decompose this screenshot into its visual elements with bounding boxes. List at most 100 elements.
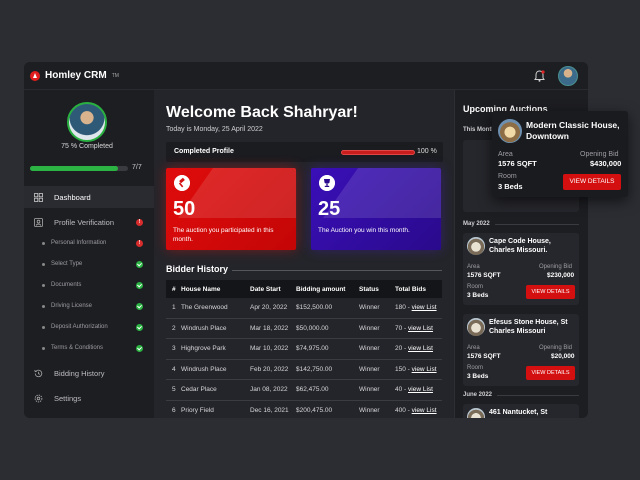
sidebar-item-profile-verification[interactable]: Profile Verification ! [24,211,154,233]
row-date: Jan 08, 2022 [250,386,288,393]
check-icon [136,282,143,289]
user-card-icon [34,217,43,227]
header-bidding-amount: Bidding amount [296,286,346,293]
subitem-label: Select Type [51,261,83,267]
view-details-button[interactable]: VIEW DETAILS [526,285,575,299]
sidebar-subitem-personal-information[interactable]: Personal Information ! [24,237,154,251]
opening-bid-value: $430,000 [590,159,622,168]
sidebar-subitem-deposit-authorization[interactable]: Deposit Authorization [24,321,154,335]
area-value: 1576 SQFT [498,159,537,168]
auction-card[interactable]: 461 Nantucket, St [463,404,579,418]
profile-completed-text: 75 % Completed [61,143,113,150]
view-list-link[interactable]: view List [408,345,433,352]
auction-card[interactable]: Cape Code House, Charles Missouri. Area … [463,233,579,305]
header-house-name: House Name [181,286,221,293]
table-row: 5 Cedar Place Jan 08, 2022 $62,475.00 Wi… [166,380,442,401]
view-details-button[interactable]: VIEW DETAILS [563,174,621,190]
row-total-bids: 70 - view List [395,325,433,332]
row-number: 3 [172,345,176,352]
opening-bid-value: $20,000 [551,353,575,360]
row-status: Winner [359,386,380,393]
area-label: Area [467,345,480,351]
auctions-participated-card[interactable]: 50 The auction you participated in this … [166,168,296,250]
row-bids-count: 40 - [395,386,409,393]
view-list-link[interactable]: view List [411,406,437,414]
opening-bid-label: Opening Bid [539,264,573,270]
auction-house-name: 461 Nantucket, St [489,409,548,416]
row-date: Dec 16, 2021 [250,406,289,414]
row-total-bids: 180 - view List [395,304,437,311]
completed-profile-label: Completed Profile [174,148,234,155]
header-total-bids: Total Bids [395,286,426,293]
gavel-icon [174,175,190,191]
alert-badge: ! [136,218,143,226]
user-avatar[interactable] [558,66,578,86]
row-bids-count: 150 - [395,365,412,373]
sidebar-item-label: Dashboard [54,192,91,202]
bell-icon[interactable] [534,70,545,82]
top-bar: Homley CRM TM [24,62,588,90]
auctions-participated-text: The auction you participated in this mon… [173,227,274,243]
today-date: Today is Monday, 25 April 2022 [166,126,263,133]
house-thumbnail [498,119,522,143]
room-label: Room [498,173,517,180]
subitem-label: Driving License [51,303,93,309]
auctions-participated-count: 50 [173,198,196,220]
bullet-icon [42,263,45,266]
row-date: Mar 18, 2022 [250,324,289,332]
sidebar-subitem-driving-license[interactable]: Driving License [24,300,154,314]
table-row: 2 Windrush Place Mar 18, 2022 $50,000.00… [166,319,442,339]
view-list-link[interactable]: view List [411,304,437,311]
logo[interactable]: Homley CRM TM [30,70,119,81]
auction-card[interactable]: Efesus Stone House, St Charles Missouri … [463,314,579,386]
auctions-won-text: The Auction you win this month. [318,227,410,234]
row-number: 5 [172,386,176,393]
page-title: Welcome Back Shahryar! [166,104,358,121]
opening-bid-label: Opening Bid [580,151,619,158]
row-house: Priory Field [181,406,214,414]
room-value: 3 Beds [467,373,489,380]
row-house: Cedar Place [181,386,217,393]
bidder-history-table: # House Name Date Start Bidding amount S… [166,280,442,418]
opening-bid-value: $230,000 [547,272,575,279]
row-total-bids: 20 - view List [395,345,433,352]
completed-profile-box: Completed Profile 100 % [166,142,443,162]
history-icon [34,369,43,377]
alert-badge: ! [136,240,143,247]
sidebar-subitem-terms-conditions[interactable]: Terms & Conditions [24,342,154,356]
row-total-bids: 40 - view List [395,386,433,393]
view-list-link[interactable]: view List [408,386,433,393]
row-date: Feb 20, 2022 [250,365,289,373]
check-icon [136,345,143,352]
table-row: 3 Highgrove Park Mar 10, 2022 $74,975.00… [166,339,442,360]
grid-icon [34,192,43,202]
sidebar-subitem-select-type[interactable]: Select Type [24,258,154,272]
room-value: 3 Beds [498,182,523,191]
sidebar: 75 % Completed 7/7 Dashboard Profile Ver… [24,90,154,418]
auctions-won-card[interactable]: 25 The Auction you win this month. [311,168,441,250]
sidebar-subitem-documents[interactable]: Documents [24,279,154,293]
row-status: Winner [359,324,380,332]
row-number: 1 [172,304,176,311]
auction-popup-card[interactable]: Modern Classic House, Downtown Area Open… [492,111,628,197]
view-list-link[interactable]: view List [411,365,437,373]
trophy-icon [319,175,335,191]
row-total-bids: 400 - view List [395,407,437,414]
view-details-button[interactable]: VIEW DETAILS [526,366,575,380]
row-status: Winner [359,365,380,373]
check-icon [136,303,143,310]
check-icon [136,261,143,268]
profile-progress-bar [30,166,128,171]
sidebar-item-settings[interactable]: Settings [24,387,154,409]
bullet-icon [42,305,45,308]
subitem-label: Deposit Authorization [51,324,108,330]
month-may-2022: May 2022 [463,221,490,227]
row-amount: $142,750.00 [296,365,333,373]
section-divider [497,395,579,396]
check-icon [136,324,143,331]
sidebar-item-bidding-history[interactable]: Bidding History [24,362,154,384]
sidebar-item-dashboard[interactable]: Dashboard [24,186,154,208]
header-date-start: Date Start [250,286,281,293]
view-list-link[interactable]: view List [408,324,433,332]
main-content: Welcome Back Shahryar! Today is Monday, … [154,90,454,418]
